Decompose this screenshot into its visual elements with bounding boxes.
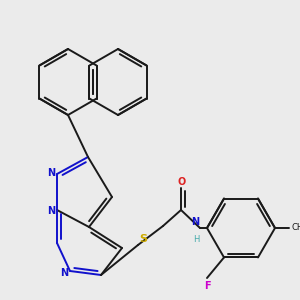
Text: S: S xyxy=(139,234,147,244)
Text: N: N xyxy=(60,268,68,278)
Text: N: N xyxy=(47,168,55,178)
Text: CH₃: CH₃ xyxy=(291,224,300,232)
Text: N: N xyxy=(47,206,55,216)
Text: N: N xyxy=(191,217,199,227)
Text: O: O xyxy=(178,177,186,187)
Text: F: F xyxy=(204,281,210,291)
Text: H: H xyxy=(193,235,199,244)
